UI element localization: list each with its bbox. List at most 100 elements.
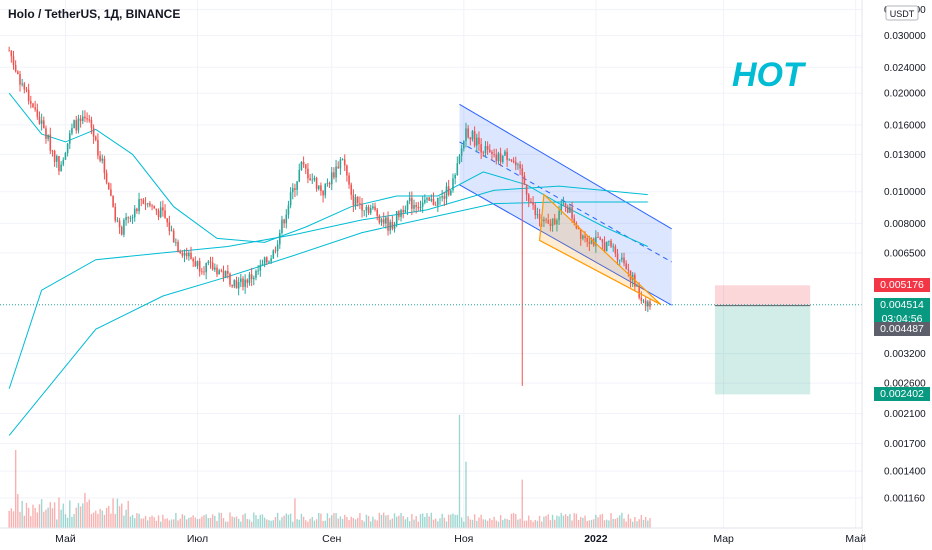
candle-body	[512, 160, 515, 162]
volume-bar	[504, 518, 506, 528]
volume-bar	[443, 517, 446, 528]
candle-body	[114, 206, 117, 221]
candle-body	[300, 162, 303, 171]
volume-bar	[101, 510, 103, 528]
volume-bar	[398, 515, 400, 528]
time-tick-label: Мар	[713, 533, 734, 545]
candle-body	[322, 190, 324, 196]
candle-body	[413, 205, 415, 209]
price-tick-label: 0.001700	[884, 439, 926, 450]
time-axis[interactable]	[0, 528, 862, 550]
candle-body	[621, 257, 623, 260]
candle-body	[415, 205, 417, 208]
volume-bar	[447, 514, 450, 528]
candle-body	[610, 240, 612, 247]
volume-bar	[406, 517, 409, 528]
volume-bar	[508, 519, 510, 528]
candle-body	[88, 119, 91, 121]
candle-body	[389, 221, 391, 231]
volume-bar	[545, 515, 547, 528]
candle-body	[493, 153, 495, 155]
volume-bar	[142, 518, 145, 528]
volume-bar	[181, 514, 184, 528]
candle-body	[170, 230, 173, 232]
volume-bar	[530, 520, 532, 528]
candle-body	[315, 178, 318, 189]
volume-bar	[577, 519, 580, 528]
candle-body	[304, 164, 307, 169]
candle-body	[276, 244, 279, 252]
volume-bar	[45, 509, 47, 528]
volume-bar	[218, 512, 220, 528]
candle-body	[207, 261, 210, 264]
price-axis[interactable]	[862, 0, 932, 550]
candle-body	[603, 242, 606, 252]
candle-body	[246, 279, 249, 283]
currency-badge[interactable]	[885, 5, 919, 21]
candle-body	[642, 300, 645, 302]
volume-bar	[211, 514, 214, 528]
candle-body	[60, 164, 62, 172]
candle-body	[335, 166, 337, 178]
candle-body	[97, 139, 99, 156]
candle-body	[64, 153, 67, 160]
candle-body	[17, 71, 19, 75]
candle-body	[597, 236, 599, 238]
volume-bar	[441, 513, 443, 528]
candle-body	[584, 235, 586, 239]
candle-body	[36, 109, 39, 117]
candle-body	[348, 175, 350, 185]
candle-body	[536, 214, 539, 216]
candle-body	[220, 270, 223, 272]
candle-body	[259, 264, 262, 271]
volume-bars	[8, 414, 651, 528]
volume-bar	[201, 516, 203, 528]
candle-body	[183, 252, 186, 256]
volume-bar	[328, 517, 331, 528]
volume-bar	[575, 513, 578, 528]
candle-body	[99, 155, 101, 161]
volume-bar	[123, 515, 125, 528]
candle-body	[166, 218, 169, 223]
currency-label: USDT	[890, 9, 915, 19]
volume-bar	[8, 510, 10, 528]
candle-body	[53, 150, 56, 162]
candle-body	[525, 184, 528, 195]
volume-bar	[567, 516, 569, 528]
volume-bar	[551, 514, 554, 528]
stop-zone	[714, 285, 811, 306]
candle-body	[491, 151, 493, 154]
candle-body	[66, 143, 69, 154]
candle-body	[196, 261, 199, 267]
candle-body	[419, 206, 422, 209]
candle-body	[153, 206, 156, 209]
volume-bar	[192, 515, 194, 528]
volume-bar	[458, 414, 461, 528]
candle-body	[62, 159, 65, 165]
price-tick-label: 0.010000	[884, 187, 926, 198]
falling-wedge[interactable]	[538, 193, 662, 306]
volume-bar	[298, 519, 300, 528]
candle-body	[233, 280, 236, 287]
candle-body	[605, 241, 608, 252]
symbol-title[interactable]: Holo / TetherUS, 1Д, BINANCE	[8, 7, 181, 21]
volume-bar	[597, 517, 599, 528]
candle-body	[454, 175, 456, 179]
volume-bar	[612, 518, 614, 528]
volume-bar	[623, 518, 625, 528]
short-position-tool[interactable]	[714, 285, 811, 395]
candle-body	[538, 214, 541, 220]
candle-body	[23, 83, 26, 90]
volume-bar	[344, 514, 346, 528]
candle-body	[356, 197, 359, 203]
volume-bar	[430, 512, 433, 528]
candle-body	[47, 134, 49, 139]
volume-bar	[311, 516, 313, 528]
candle-body	[313, 178, 316, 180]
candle-body	[333, 172, 335, 178]
candle-body	[424, 199, 426, 203]
candle-body	[283, 219, 285, 224]
candle-body	[118, 220, 121, 227]
volume-bar	[554, 519, 556, 528]
